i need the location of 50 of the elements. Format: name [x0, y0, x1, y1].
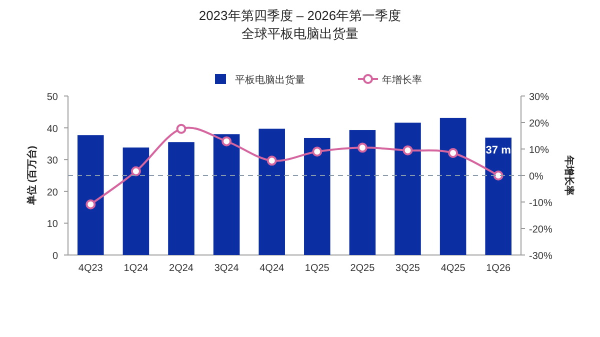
bar	[258, 128, 285, 255]
bar	[485, 138, 512, 255]
chart-subtitle: 全球平板电脑出货量	[242, 26, 358, 41]
point	[493, 170, 504, 180]
data-label: 37 m	[486, 144, 512, 157]
x-tick-label: 3Q24	[214, 263, 240, 274]
y2-tick-label: -30%	[529, 251, 552, 262]
x-tick-label: 1Q25	[304, 263, 330, 274]
point	[86, 199, 96, 210]
point	[130, 166, 141, 176]
point	[448, 148, 458, 158]
x-tick-label: 4Q23	[78, 263, 104, 274]
y-tick-label: 0	[52, 251, 58, 262]
x-tick-label: 1Q26	[486, 263, 512, 274]
y2-tick-label: -10%	[529, 198, 552, 209]
point	[402, 145, 413, 156]
x-tick-label: 1Q24	[124, 263, 149, 274]
point	[266, 156, 277, 166]
y2-axis-title: 年增长率	[563, 154, 575, 196]
point	[176, 124, 186, 134]
y-tick-label: 10	[46, 219, 58, 230]
y-tick-label: 20	[46, 187, 58, 198]
y2-tick-label: 20%	[529, 118, 550, 130]
bar	[213, 134, 240, 255]
bar	[440, 118, 466, 255]
x-tick-label: 4Q25	[440, 263, 466, 274]
y2-tick-label: -20%	[529, 224, 552, 236]
y2-tick-label: 0%	[529, 172, 544, 182]
y2-tick-label: 30%	[529, 92, 550, 103]
point	[312, 146, 322, 157]
point	[357, 142, 368, 153]
bar	[168, 142, 194, 255]
legend-label: 平板电脑出货量	[235, 74, 305, 86]
bar	[304, 138, 330, 255]
chart-title: 2023年第四季度 – 2026年第一季度	[198, 8, 402, 23]
bar	[78, 135, 104, 255]
legend-label: 年增长率	[382, 74, 422, 86]
y-tick-label: 50	[46, 92, 58, 103]
y-tick-label: 40	[46, 124, 58, 135]
bar	[349, 130, 376, 255]
x-tick-label: 3Q25	[396, 263, 420, 274]
x-tick-label: 2Q25	[350, 263, 376, 274]
x-tick-label: 4Q24	[260, 263, 285, 274]
y2-tick-label: 10%	[529, 145, 550, 156]
bar	[122, 148, 150, 255]
point	[222, 136, 232, 146]
y-tick-label: 30	[46, 156, 58, 167]
y-axis-title: 单位 (百万台)	[26, 146, 38, 206]
x-tick-label: 2Q24	[169, 263, 194, 274]
bar	[394, 122, 421, 255]
